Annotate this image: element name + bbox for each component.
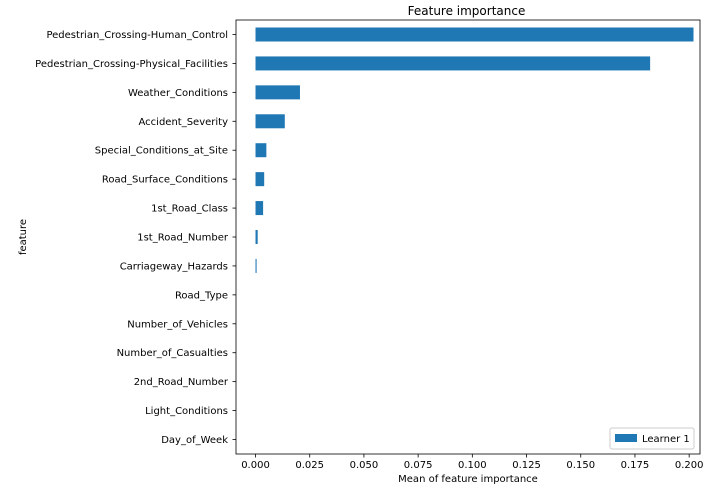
- y-tick-label: Accident_Severity: [139, 117, 229, 128]
- x-tick-labels: 0.000 0.025 0.050 0.075 0.100 0.125 0.150 0.175…: [241, 460, 703, 471]
- y-tick-label: Carriageway_Hazards: [120, 261, 228, 272]
- y-tick-label: Pedestrian_Crossing-Human_Control: [46, 30, 228, 41]
- bar: [255, 56, 651, 71]
- y-tick-label: Number_of_Vehicles: [127, 319, 228, 330]
- y-tick-label: Road_Surface_Conditions: [102, 175, 228, 186]
- y-tick-labels: Pedestrian_Crossing-Human_Control Pedestr…: [35, 30, 229, 446]
- x-tick-label: 0.175: [621, 460, 650, 471]
- bar: [255, 172, 265, 187]
- y-tick-label: Pedestrian_Crossing-Physical_Facilities: [35, 59, 228, 70]
- legend-label: Learner 1: [642, 434, 690, 445]
- y-ticks: [232, 34, 236, 440]
- bar: [255, 201, 264, 216]
- x-tick-label: 0.000: [241, 460, 270, 471]
- chart-title: Feature importance: [408, 4, 526, 18]
- plot-frame: [235, 19, 701, 455]
- y-axis-label: feature: [18, 219, 29, 255]
- y-tick-label: Day_of_Week: [161, 435, 228, 446]
- y-tick-label: Number_of_Casualties: [117, 348, 228, 359]
- bar: [255, 27, 694, 42]
- y-tick-label: Road_Type: [175, 290, 228, 301]
- bar: [255, 143, 267, 158]
- x-tick-label: 0.200: [675, 460, 704, 471]
- bar: [255, 114, 285, 129]
- x-tick-label: 0.150: [566, 460, 595, 471]
- legend: Learner 1: [609, 427, 695, 450]
- y-tick-label: Special_Conditions_at_Site: [95, 146, 228, 157]
- y-tick-label: 2nd_Road_Number: [134, 377, 229, 388]
- x-tick-label: 0.075: [404, 460, 433, 471]
- x-tick-label: 0.050: [350, 460, 379, 471]
- x-tick-label: 0.025: [295, 460, 324, 471]
- bar: [255, 85, 300, 100]
- y-tick-label: 1st_Road_Class: [151, 204, 228, 215]
- x-tick-label: 0.100: [458, 460, 487, 471]
- x-axis-label: Mean of feature importance: [398, 474, 538, 485]
- legend-swatch: [615, 434, 637, 442]
- legend-box: [609, 427, 695, 450]
- x-ticks: [255, 454, 690, 458]
- y-tick-label: Weather_Conditions: [128, 88, 228, 99]
- y-tick-label: 1st_Road_Number: [137, 233, 229, 244]
- bars: [255, 27, 694, 273]
- bar: [255, 258, 257, 273]
- y-tick-label: Light_Conditions: [145, 406, 228, 417]
- x-tick-label: 0.125: [512, 460, 541, 471]
- bar: [255, 230, 258, 244]
